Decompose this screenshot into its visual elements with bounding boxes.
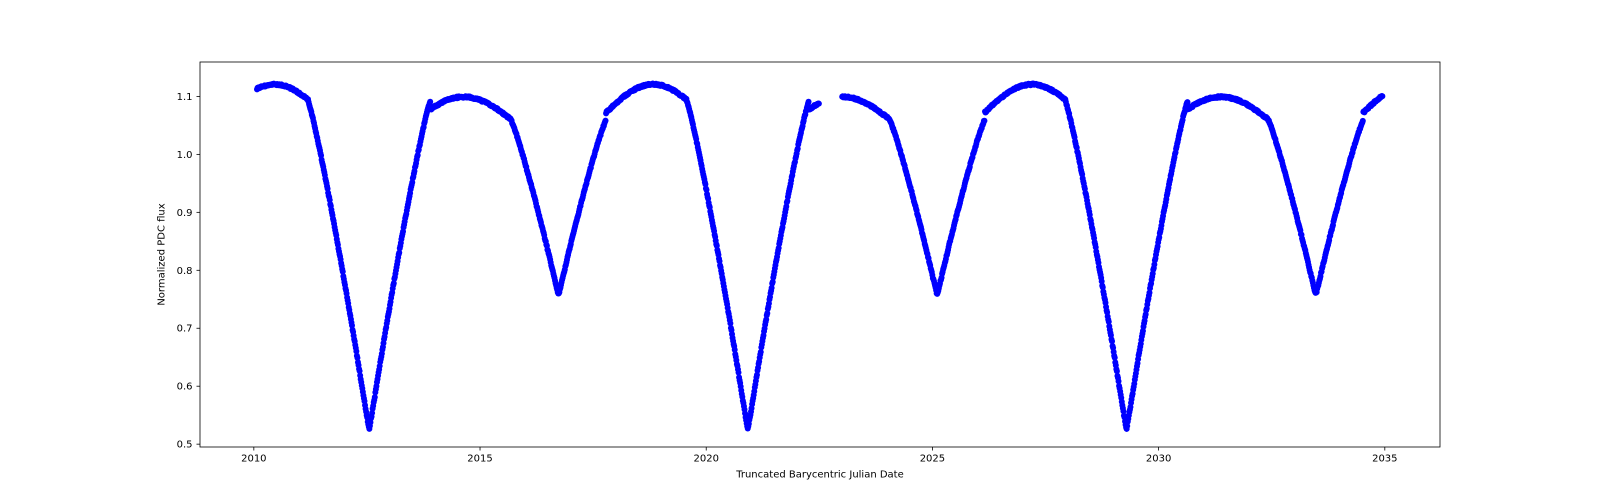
ytick-label: 0.8 [177,266,193,277]
ytick-label: 0.9 [177,208,193,219]
ytick-label: 1.0 [177,150,193,161]
figure-bg [0,0,1600,500]
xtick-label: 2010 [241,454,266,465]
ytick-label: 0.5 [177,440,193,451]
ytick-label: 0.6 [177,382,193,393]
figure: 2010 2015 2020 2025 2030 2035 0.5 0.6 0.7 0.8 0.9 1… [0,0,1600,500]
xtick-label: 2025 [920,454,945,465]
ytick-label: 0.7 [177,324,193,335]
x-axis-label: Truncated Barycentric Julian Date [735,470,904,481]
plot-svg: 2010 2015 2020 2025 2030 2035 0.5 0.6 0.7 0.8 0.9 1… [0,0,1600,500]
xtick-label: 2015 [467,454,492,465]
xtick-label: 2020 [693,454,718,465]
xtick-label: 2030 [1146,454,1171,465]
ytick-label: 1.1 [177,92,193,103]
y-axis-label: Normalized PDC flux [157,203,168,305]
xtick-label: 2035 [1372,454,1397,465]
